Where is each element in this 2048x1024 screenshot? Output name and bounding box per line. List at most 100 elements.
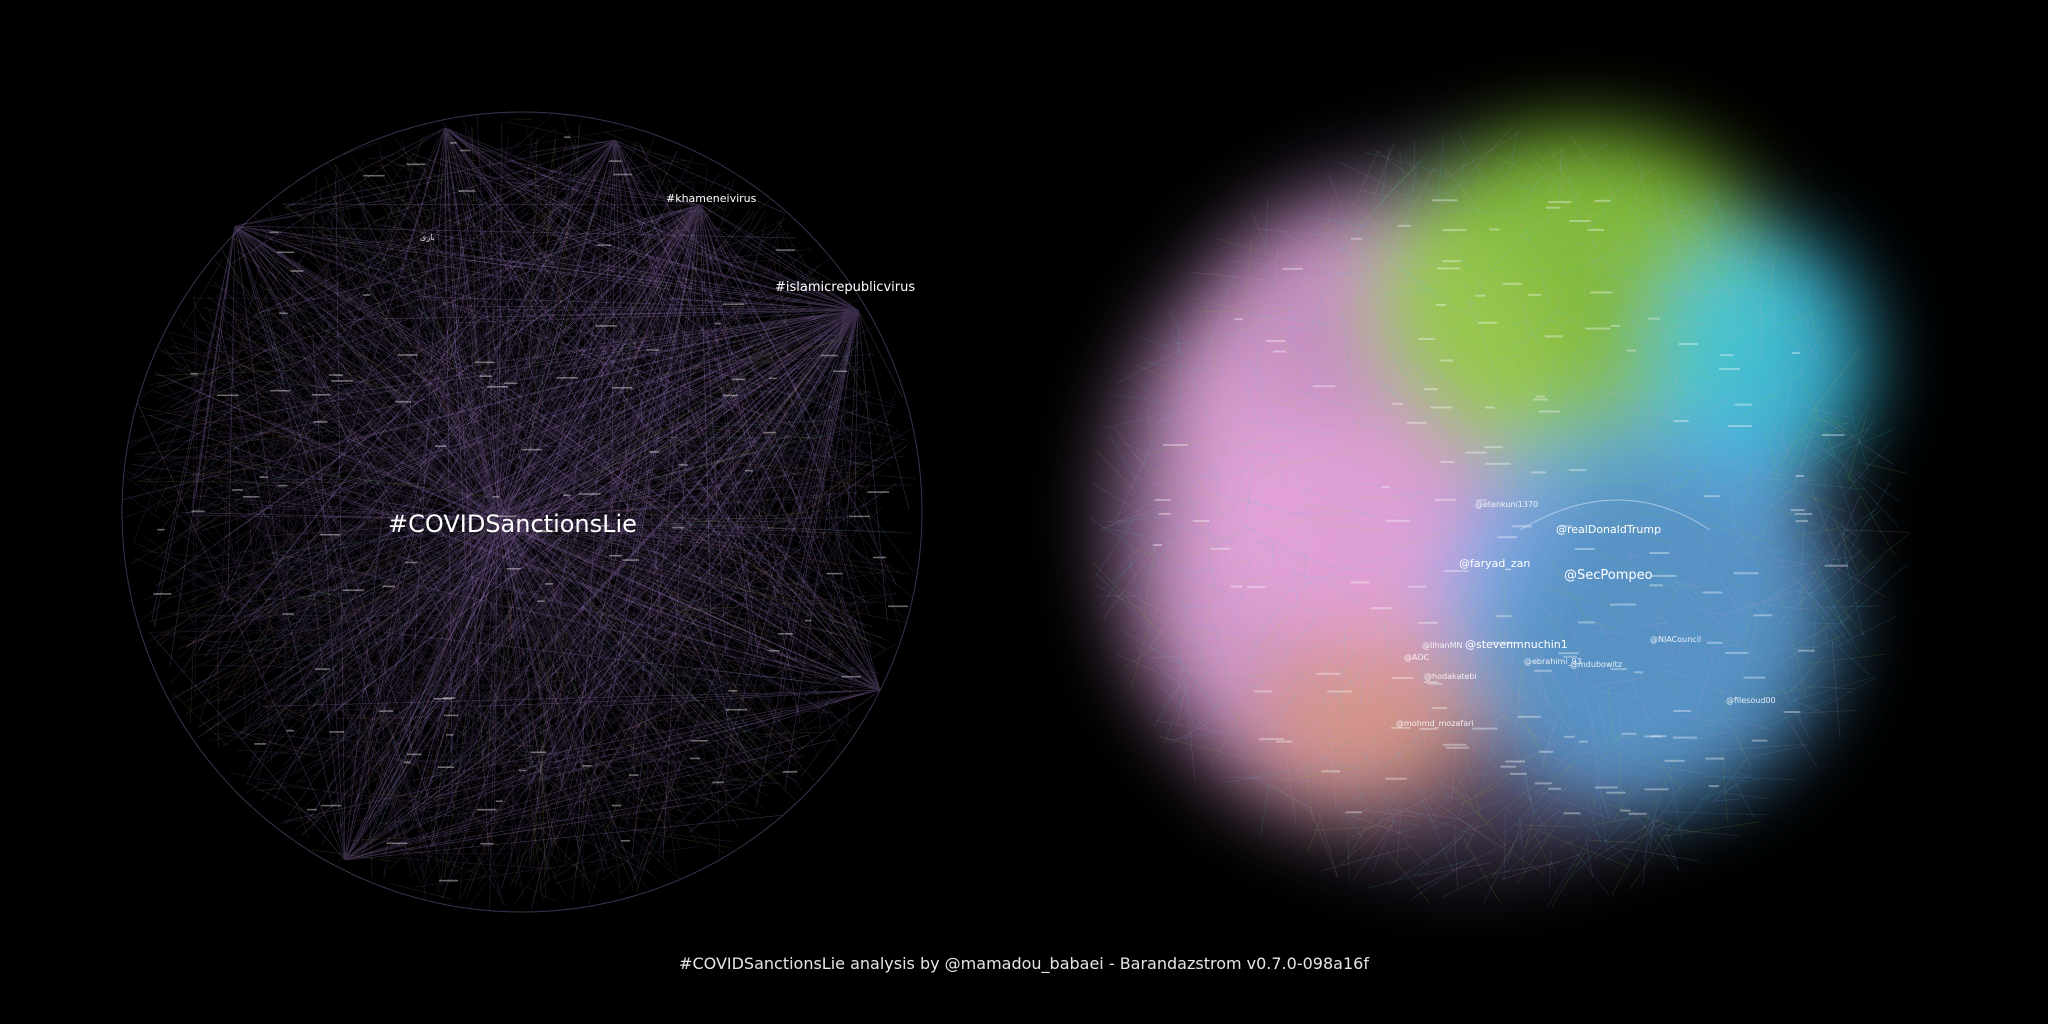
- minor-node-label: [1703, 495, 1721, 498]
- minor-node-label: [1548, 201, 1572, 204]
- minor-node-label: [1512, 525, 1532, 528]
- minor-node-label: [1436, 267, 1461, 270]
- minor-node-label: [1432, 707, 1447, 710]
- minor-node-label: [1790, 509, 1805, 512]
- minor-node-label: [1563, 735, 1575, 738]
- minor-node-label: [1720, 354, 1734, 357]
- node-label-small: بازی: [420, 233, 435, 242]
- minor-node-label: [1753, 614, 1773, 617]
- node-label-covidsanctionslie: #COVIDSanctionsLie: [388, 510, 637, 538]
- minor-node-label: [1791, 352, 1801, 354]
- minor-node-label: [649, 451, 660, 453]
- minor-node-label: [1446, 746, 1469, 749]
- highlight-edge: [1519, 499, 1711, 531]
- minor-node-label: [1392, 676, 1414, 679]
- minor-node-label: [1505, 760, 1525, 763]
- minor-node-label: [243, 496, 260, 498]
- node-label-khameneivirus: #khameneivirus: [666, 192, 757, 205]
- minor-node-label: [282, 613, 294, 615]
- minor-node-label: [539, 530, 555, 533]
- cluster-edges: [1091, 130, 1883, 904]
- minor-node-label: [443, 714, 459, 717]
- figure-caption: #COVIDSanctionsLie analysis by @mamadou_…: [679, 954, 1369, 973]
- minor-node-label: [1628, 812, 1647, 815]
- minor-node-label: [671, 526, 684, 529]
- minor-node-label: [476, 808, 497, 811]
- minor-node-label: [321, 804, 341, 807]
- minor-node-label: [1254, 690, 1273, 693]
- minor-node-label: [1484, 446, 1503, 449]
- minor-node-label: [715, 322, 722, 325]
- minor-node-label: [506, 568, 521, 570]
- minor-node-label: [1536, 395, 1545, 398]
- minor-node-label: [537, 600, 546, 602]
- minor-node-label: [1471, 727, 1498, 730]
- minor-node-label: [1620, 809, 1631, 812]
- minor-node-label: [406, 753, 422, 756]
- minor-node-label: [379, 710, 393, 712]
- cluster-edges: [1092, 137, 1911, 907]
- node-label-stevenmnuchin1: @stevenmnuchin1: [1465, 638, 1568, 651]
- hub-edges: [151, 177, 892, 851]
- minor-node-label: [1210, 547, 1231, 550]
- minor-node-label: [397, 354, 418, 356]
- minor-node-label: [319, 533, 340, 536]
- minor-node-label: [778, 633, 793, 635]
- minor-node-label: [290, 270, 304, 272]
- minor-node-label: [1563, 655, 1577, 658]
- minor-node-label: [1435, 498, 1456, 501]
- minor-node-label: [259, 476, 269, 478]
- minor-node-label: [1385, 519, 1410, 522]
- minor-node-label: [286, 729, 294, 732]
- minor-node-label: [782, 771, 798, 773]
- minor-node-label: [232, 489, 243, 491]
- minor-node-label: [495, 800, 503, 802]
- minor-node-label: [1234, 318, 1243, 321]
- hub-edges: [133, 139, 854, 867]
- minor-node-label: [1644, 735, 1662, 738]
- minor-node-label: [1392, 402, 1404, 405]
- minor-node-label: [1419, 727, 1438, 730]
- minor-node-label: [1350, 581, 1370, 584]
- minor-node-label: [313, 421, 328, 423]
- minor-node-label: [1795, 475, 1805, 477]
- minor-node-label: [270, 389, 291, 392]
- minor-node-label: [1154, 498, 1172, 501]
- minor-node-label: [690, 757, 701, 760]
- community-edges: [128, 138, 915, 878]
- minor-node-label: [1531, 471, 1547, 474]
- minor-node-label: [1621, 732, 1637, 735]
- node-label-niacouncil: @NIACouncil: [1650, 635, 1702, 644]
- minor-node-label: [446, 734, 454, 736]
- node-label-hodakatebi: @hodakatebi: [1424, 672, 1477, 681]
- minor-node-label: [888, 605, 909, 608]
- minor-node-label: [1634, 671, 1644, 674]
- minor-node-label: [1163, 444, 1188, 446]
- node-label-etenkuni1370: @etenkuni1370: [1475, 500, 1539, 509]
- minor-node-label: [1568, 469, 1587, 472]
- minor-node-label: [1609, 603, 1636, 606]
- minor-node-label: [1192, 520, 1210, 522]
- minor-node-label: [1708, 785, 1720, 788]
- hub-edges: [198, 127, 866, 852]
- minor-node-label: [269, 231, 279, 234]
- minor-node-label: [1664, 759, 1685, 762]
- minor-node-label: [435, 445, 447, 447]
- minor-node-label: [556, 377, 578, 379]
- minor-node-label: [1733, 572, 1759, 575]
- community-edges: [139, 118, 916, 902]
- minor-node-label: [728, 690, 738, 692]
- minor-node-label: [1427, 682, 1443, 685]
- minor-node-label: [1158, 512, 1172, 515]
- minor-node-label: [1707, 641, 1723, 644]
- minor-node-label: [712, 781, 724, 784]
- minor-node-label: [382, 585, 395, 588]
- minor-node-label: [1795, 520, 1808, 523]
- minor-node-label: [1594, 786, 1618, 789]
- minor-node-label: [1539, 750, 1554, 753]
- minor-node-label: [1678, 343, 1699, 345]
- cluster-edges: [1089, 137, 1908, 908]
- minor-node-label: [833, 370, 848, 372]
- minor-node-label: [153, 593, 172, 595]
- community-edges: [130, 117, 904, 901]
